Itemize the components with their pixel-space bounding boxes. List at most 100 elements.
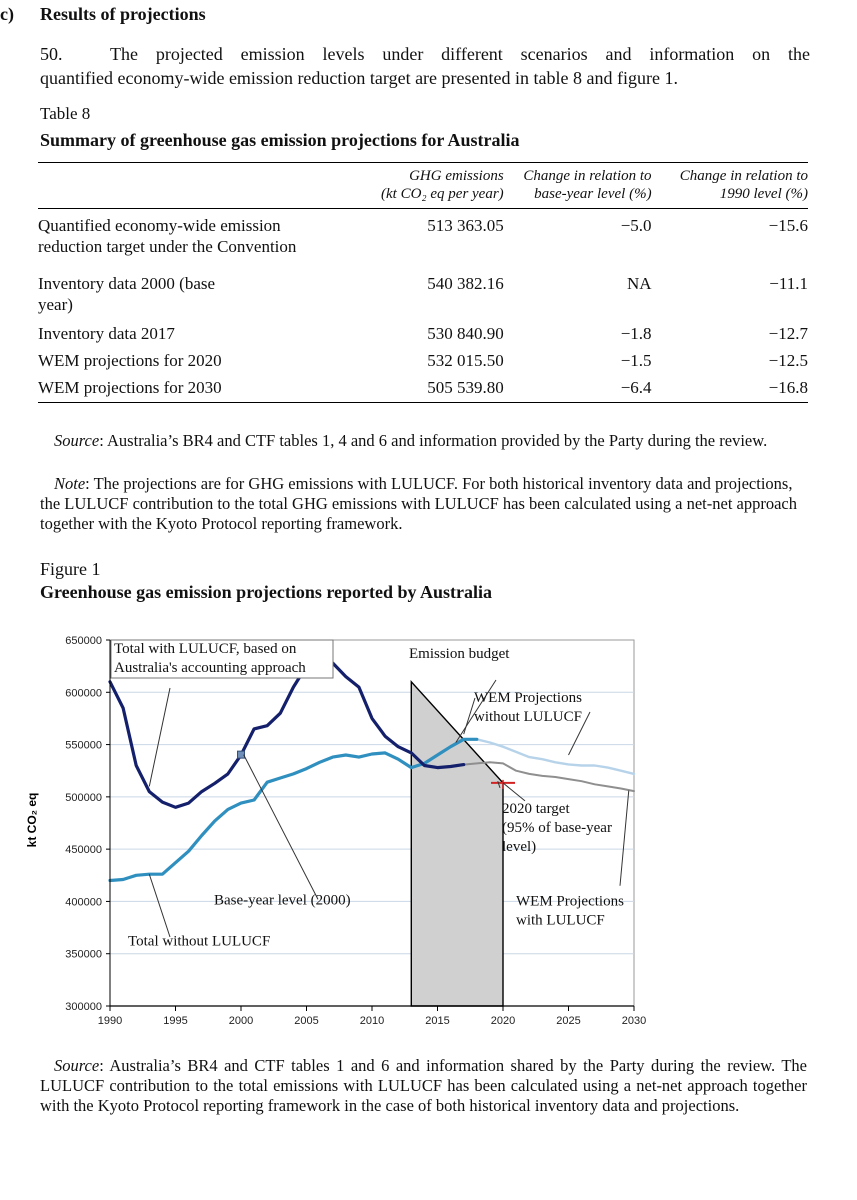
paragraph-line-1: The projected emission levels under diff… <box>110 44 810 64</box>
x-tick-label: 2010 <box>360 1015 384 1027</box>
x-tick-label: 2030 <box>622 1015 646 1027</box>
x-tick-label: 2015 <box>425 1015 449 1027</box>
annotation-target: (95% of base-year <box>502 820 612 836</box>
y-tick-label: 450000 <box>65 844 102 856</box>
paragraph-number: 50. <box>40 44 63 64</box>
x-tick-label: 2020 <box>491 1015 515 1027</box>
section-marker: c) <box>0 4 14 24</box>
annotation-leader <box>497 781 501 789</box>
figure-source-text: : Australia’s BR4 and CTF tables 1 and 6… <box>40 1056 807 1115</box>
table-title: Summary of greenhouse gas emission proje… <box>40 130 520 150</box>
row-change-1990: −12.7 <box>768 323 808 343</box>
row-label: Inventory data 2017 <box>38 323 175 343</box>
figure-source: Source: Australia’s BR4 and CTF tables 1… <box>40 1056 807 1116</box>
table-row: Inventory data 2000 (base year) 540 382.… <box>38 271 808 321</box>
y-tick-label: 600000 <box>65 687 102 699</box>
header-emissions-line1: GHG emissions <box>409 168 504 184</box>
annotation-box-with-lulucf <box>110 639 334 679</box>
x-tick-label: 1990 <box>98 1015 122 1027</box>
annotation-budget: Emission budget <box>409 646 510 662</box>
annotation-without-lulucf: Total without LULUCF <box>128 933 270 949</box>
annotation-wem-without: WEM Projections <box>474 690 582 706</box>
row-change-base: −1.5 <box>620 350 652 370</box>
row-change-1990: −12.5 <box>768 350 808 370</box>
annotation-wem-with: WEM Projections <box>516 893 624 909</box>
table-source: Source: Australia’s BR4 and CTF tables 1… <box>40 431 805 451</box>
table-row: Inventory data 2017 530 840.90 −1.8 −12.… <box>38 321 808 348</box>
y-tick-label: 400000 <box>65 896 102 908</box>
table-row: WEM projections for 2030 505 539.80 −6.4… <box>38 375 808 402</box>
table-row: WEM projections for 2020 532 015.50 −1.5… <box>38 348 808 375</box>
projections-table: GHG emissions (kt CO₂ eq per year) Chang… <box>38 162 808 403</box>
row-emissions: 532 015.50 <box>427 350 504 370</box>
y-tick-label: 650000 <box>65 635 102 647</box>
annotation-with-lulucf: Total with LULUCF, based on <box>114 641 297 657</box>
row-label: Inventory data 2000 (base year) <box>38 273 216 314</box>
annotation-leader <box>243 754 319 900</box>
row-change-base: −1.8 <box>620 323 652 343</box>
row-change-1990: −15.6 <box>768 216 808 235</box>
row-change-1990: −16.8 <box>768 377 808 397</box>
annotation-leader <box>455 679 497 743</box>
annotation-leader <box>568 711 591 756</box>
series-line-with-lulucf <box>108 661 466 809</box>
header-change-base-line2: base-year level (%) <box>534 186 652 202</box>
y-tick-label: 350000 <box>65 949 102 961</box>
header-change-1990-line1: Change in relation to <box>679 168 808 184</box>
x-tick-label: 2000 <box>229 1015 253 1027</box>
annotation-leader <box>502 782 526 802</box>
x-tick-label: 2005 <box>294 1015 318 1027</box>
emission-budget-area <box>410 679 504 1007</box>
paragraph-50: 50. The projected emission levels under … <box>40 42 810 90</box>
figure-label: Figure 1 <box>40 559 101 579</box>
row-emissions: 540 382.16 <box>427 273 504 293</box>
header-blank <box>38 163 333 209</box>
emissions-chart: 300000 350000 400000 450000 500000 550000 6000… <box>25 635 646 1027</box>
annotation-leader <box>619 790 630 886</box>
figure-title: Greenhouse gas emission projections repo… <box>40 582 493 602</box>
header-change-1990-line2: 1990 level (%) <box>719 186 808 202</box>
table-label: Table 8 <box>40 104 91 123</box>
header-change-base-line1: Change in relation to <box>523 168 652 184</box>
y-axis-label: kt CO₂ eq <box>25 793 39 848</box>
row-change-base: −6.4 <box>620 377 652 397</box>
row-emissions: 530 840.90 <box>427 323 504 343</box>
annotation-leader <box>463 697 476 735</box>
x-tick-label: 2025 <box>556 1015 580 1027</box>
row-label: WEM projections for 2020 <box>38 350 222 370</box>
annotation-leader <box>148 874 171 938</box>
emission-budget-polygon <box>410 679 504 1007</box>
table-row: Quantified economy-wide emission reducti… <box>38 209 808 271</box>
header-emissions: GHG emissions (kt CO₂ eq per year) <box>333 163 504 209</box>
row-label: WEM projections for 2030 <box>38 377 222 397</box>
y-tick-label: 300000 <box>65 1001 102 1013</box>
section-title: Results of projections <box>40 4 206 24</box>
chart-axes: 300000 350000 400000 450000 500000 550000 6000… <box>65 635 646 1027</box>
annotation-leader <box>148 687 171 787</box>
annotation-base-year: Base-year level (2000) <box>214 893 351 909</box>
annotation-wem-with: with LULUCF <box>516 912 605 928</box>
table-note-text: : The projections are for GHG emissions … <box>40 474 798 533</box>
paragraph-line-2: quantified economy-wide emission reducti… <box>40 68 678 88</box>
annotation-target: level) <box>502 839 536 855</box>
annotation-wem-without: without LULUCF <box>474 709 582 725</box>
annotation-with-lulucf: Australia's accounting approach <box>114 660 306 676</box>
base-year-marker <box>237 750 245 759</box>
row-change-1990: −11.1 <box>769 273 808 293</box>
row-change-base: −5.0 <box>620 216 652 235</box>
table-source-text: : Australia’s BR4 and CTF tables 1, 4 an… <box>99 431 768 450</box>
chart-annotations: Total with LULUCF, based on Australia's a… <box>110 639 624 949</box>
row-emissions: 505 539.80 <box>427 377 504 397</box>
series-line-wem-without <box>462 738 636 776</box>
figure-source-label: Source <box>54 1056 100 1075</box>
table-note: Note: The projections are for GHG emissi… <box>40 474 805 534</box>
row-emissions: 513 363.05 <box>427 216 504 235</box>
header-change-1990: Change in relation to 1990 level (%) <box>652 163 808 209</box>
annotation-target: 2020 target <box>502 801 570 817</box>
series-line-without-lulucf <box>108 737 479 883</box>
y-tick-label: 550000 <box>65 740 102 752</box>
table-header-row: GHG emissions (kt CO₂ eq per year) Chang… <box>38 162 808 209</box>
row-change-base: NA <box>627 273 652 293</box>
annotation-leaders <box>148 679 630 938</box>
series-line-wem-with <box>462 761 635 793</box>
